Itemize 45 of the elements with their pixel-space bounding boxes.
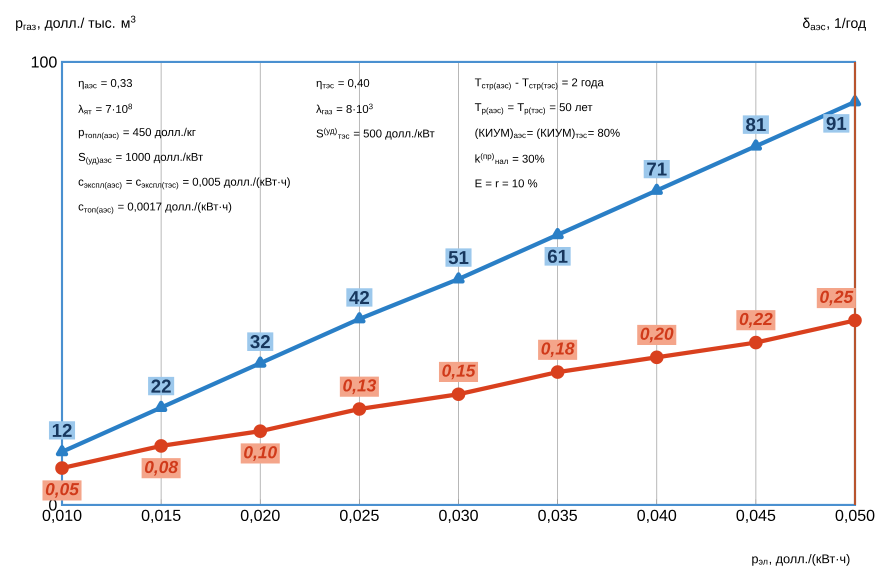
data-label: 61 — [548, 250, 568, 263]
x-tick-label: 0,030 — [439, 510, 478, 523]
annotation: S$^{(уд)}$$_{тэс}$ = 500 долл./кВт — [316, 128, 434, 140]
annotation: (КИУМ)$_{аэс}$= (КИУМ)$_{тэс}$= 80% — [475, 128, 620, 140]
data-label: 0,18 — [541, 342, 574, 358]
annotation: p$_{топл(аэс)}$ = 450 долл./кг — [78, 128, 196, 140]
x-tick-label: 0,035 — [538, 510, 577, 523]
x-tick-label: 0,015 — [142, 510, 180, 523]
data-label: 0,15 — [442, 364, 476, 380]
annotation: λ$_{ят}$ = 7·10$^{8}$ — [78, 104, 132, 114]
data-label: 0,20 — [640, 328, 674, 342]
data-label: 71 — [647, 162, 667, 176]
x-tick-label: 0,050 — [836, 510, 874, 523]
annotation: λ$_{газ}$ = 8·10$^{3}$ — [316, 104, 373, 114]
x-axis-title: p$_{эл}$, долл./(кВт·ч) — [752, 554, 850, 566]
y-tick-label: 100 — [32, 56, 57, 68]
data-label: 0,05 — [46, 483, 80, 498]
data-label: 0,25 — [820, 290, 854, 306]
y-axis-title: p$_{газ}$, долл./ тыс. м$^{3}$ — [16, 16, 136, 31]
x-tick-label: 0,040 — [637, 510, 676, 523]
x-tick-label: 0,045 — [736, 510, 776, 523]
annotation: c$_{экспл(аэс)}$ = c$_{экспл(тэс)}$ = 0,005 долл./(кВт·ч) — [78, 177, 290, 190]
data-label: 91 — [826, 116, 846, 130]
data-label: 51 — [448, 251, 468, 264]
y2-axis-title: δ$_{аэс}$, 1/год — [803, 18, 866, 31]
annotation: η$_{тэс}$ = 0,40 — [316, 79, 370, 90]
data-label: 32 — [250, 335, 270, 348]
data-label: 0,10 — [244, 446, 277, 461]
x-tick-label: 0,020 — [240, 510, 280, 523]
data-label: 12 — [52, 424, 72, 437]
annotation: T$_{р(аэс)}$ = T$_{р(тэс)}$ = 50 лет — [474, 103, 592, 115]
annotation: c$_{топ(аэс)}$ = 0,0017 долл./(кВт·ч) — [78, 202, 232, 214]
x-tick-label: 0,010 — [42, 510, 82, 523]
x-tick-label: 0,025 — [340, 510, 379, 523]
annotation: E = r = 10 % — [476, 179, 538, 188]
data-label: 81 — [746, 118, 766, 132]
annotation: k$^{(пр)}$$_{нал}$ = 30% — [475, 153, 544, 164]
data-label: 0,08 — [144, 460, 178, 476]
annotation: T$_{стр(аэс)}$ - T$_{стр(тэс)}$ = 2 года — [474, 78, 604, 90]
annotation: S$_{(уд)аэс}$ = 1000 долл./кВт — [78, 152, 203, 165]
data-label: 0,22 — [740, 312, 773, 328]
annotation: η$_{аэс}$ = 0,33 — [78, 79, 132, 90]
data-label: 22 — [151, 380, 171, 393]
data-label: 42 — [349, 290, 370, 304]
data-label: 0,13 — [343, 379, 376, 394]
